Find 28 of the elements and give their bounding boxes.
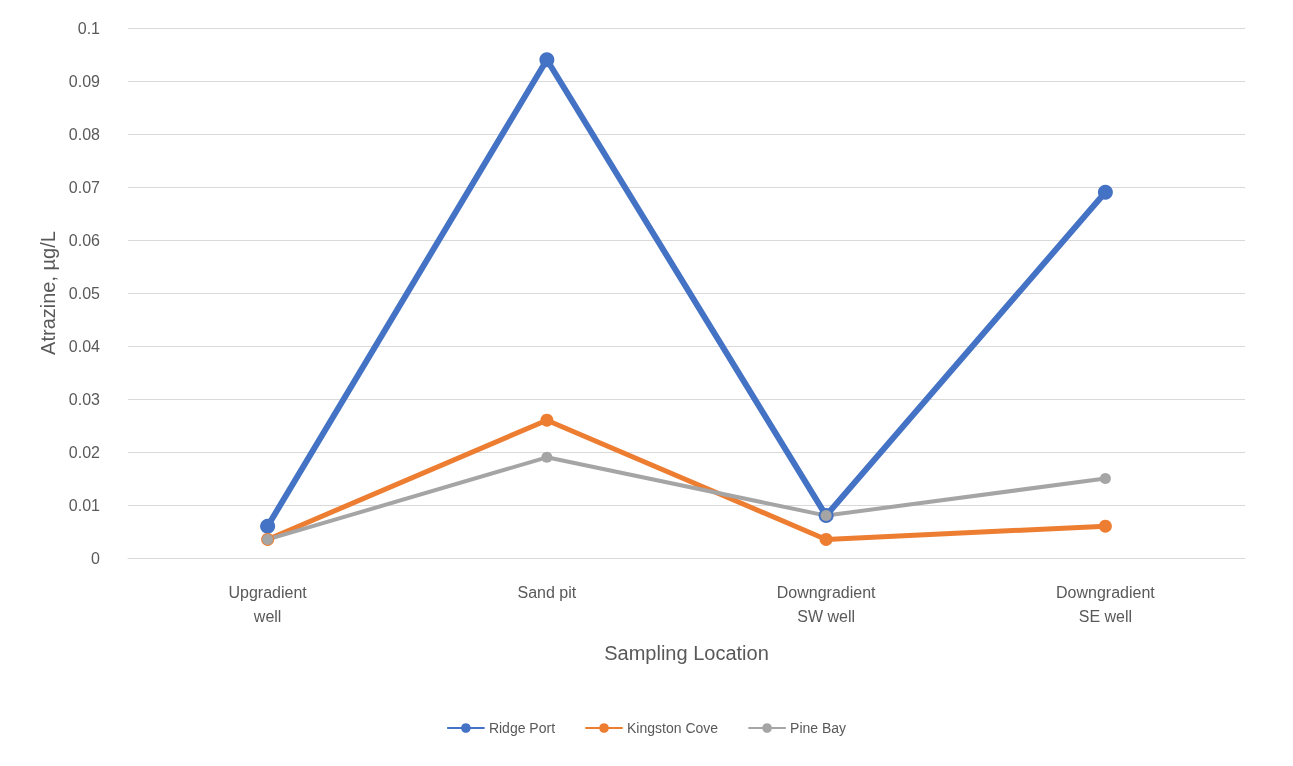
y-tick-label: 0.05 (68, 284, 101, 302)
y-tick-label: 0.06 (68, 231, 101, 249)
y-axis-title: Atrazine, µg/L (36, 231, 59, 355)
point (819, 532, 833, 546)
x-tick-label: Sand pit (517, 583, 577, 601)
legend-label: Kingston Cove (627, 720, 719, 736)
y-tick-label: 0.07 (68, 178, 101, 196)
y-tick-label: 0.1 (77, 19, 101, 37)
y-tick-label: 0.01 (68, 496, 101, 514)
point (539, 52, 555, 68)
y-tick-label: 0.02 (68, 443, 101, 461)
legend-label: Pine Bay (790, 720, 847, 736)
point (540, 413, 554, 427)
point (1097, 184, 1113, 200)
y-tick-label: 0.03 (68, 390, 101, 408)
y-tick-label: 0.09 (68, 72, 101, 90)
legend-label: Ridge Port (488, 720, 556, 736)
point (260, 518, 276, 534)
point (1098, 519, 1112, 533)
x-tick-label: Downgradient SE well (1056, 583, 1156, 625)
y-tick-label: 0.04 (68, 337, 101, 355)
point (541, 451, 553, 463)
point (1099, 473, 1111, 484)
y-tick-label: 0.08 (68, 125, 101, 143)
x-tick-label: Upgradient well (228, 583, 308, 625)
x-tick-label: Downgradient SW well (776, 583, 877, 625)
x-axis-title: Sampling Location (604, 642, 769, 664)
y-tick-label: 0 (91, 549, 101, 567)
